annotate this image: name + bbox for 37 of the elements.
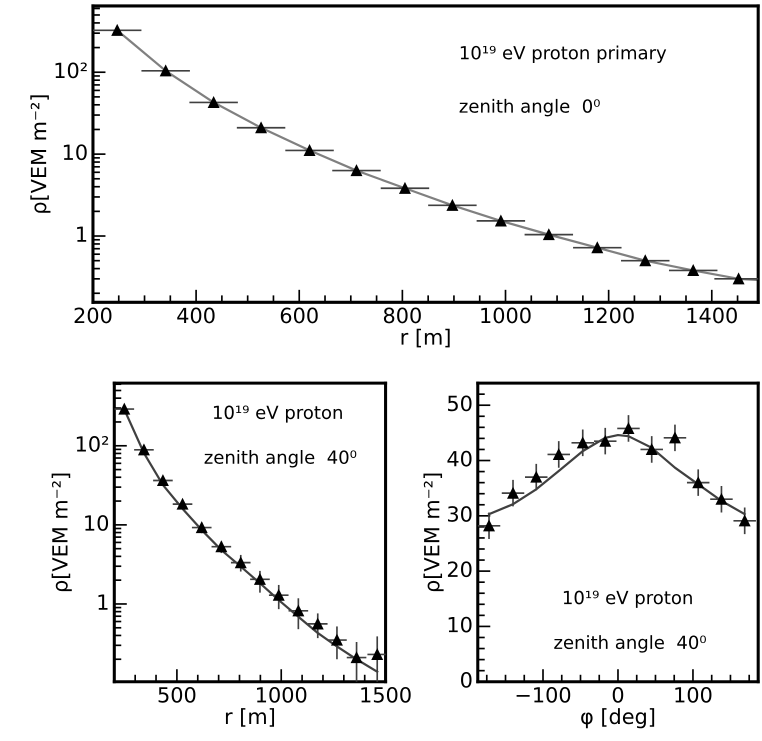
y-tick-label: 0 bbox=[461, 672, 472, 688]
x-tick-label: 1000 bbox=[481, 308, 531, 324]
x-tick-label: 100 bbox=[675, 686, 712, 703]
x-axis-title: r [m] bbox=[402, 328, 450, 348]
x-tick-label: 800 bbox=[384, 308, 421, 324]
annotation: 10¹⁹ eV proton bbox=[564, 590, 692, 608]
x-tick-label: 1000 bbox=[257, 686, 306, 703]
x-axis-title: φ [deg] bbox=[581, 708, 654, 728]
x-tick-label: 0 bbox=[612, 686, 624, 703]
x-axis-title: r [m] bbox=[226, 708, 274, 727]
x-tick-label: −100 bbox=[516, 686, 570, 703]
y-tick-label: 10 bbox=[85, 515, 108, 531]
x-tick-label: 600 bbox=[280, 308, 318, 324]
y-axis-title: ρ[VEM m⁻²] bbox=[30, 95, 50, 213]
y-tick-label: 10 bbox=[448, 616, 472, 632]
x-tick-label: 200 bbox=[74, 308, 112, 324]
x-tick-label: 1400 bbox=[688, 308, 737, 324]
annotation: zenith angle 0⁰ bbox=[460, 98, 600, 116]
y-axis-title: ρ[VEM m⁻²] bbox=[52, 474, 72, 592]
y-tick-label: 50 bbox=[448, 396, 472, 412]
y-tick-label: 10 bbox=[64, 144, 87, 160]
x-tick-label: 400 bbox=[177, 308, 215, 324]
y-tick-label: 10² bbox=[56, 62, 87, 78]
y-tick-label: 30 bbox=[448, 506, 472, 522]
annotation: zenith angle 40⁰ bbox=[554, 635, 706, 653]
y-tick-label: 10² bbox=[76, 436, 108, 452]
y-tick-label: 40 bbox=[447, 450, 472, 467]
x-tick-label: 1200 bbox=[584, 308, 634, 324]
x-tick-label: 1500 bbox=[361, 686, 411, 703]
annotation: 10¹⁹ eV proton primary bbox=[460, 46, 666, 64]
annotation: 10¹⁹ eV proton bbox=[214, 406, 342, 423]
y-tick-label: 1 bbox=[98, 594, 108, 610]
y-axis-title: ρ[VEM m⁻²] bbox=[423, 474, 444, 592]
y-tick-label: 1 bbox=[77, 226, 86, 242]
x-tick-label: 500 bbox=[158, 686, 196, 703]
annotation: zenith angle 40⁰ bbox=[204, 450, 356, 468]
y-tick-label: 20 bbox=[448, 561, 472, 578]
